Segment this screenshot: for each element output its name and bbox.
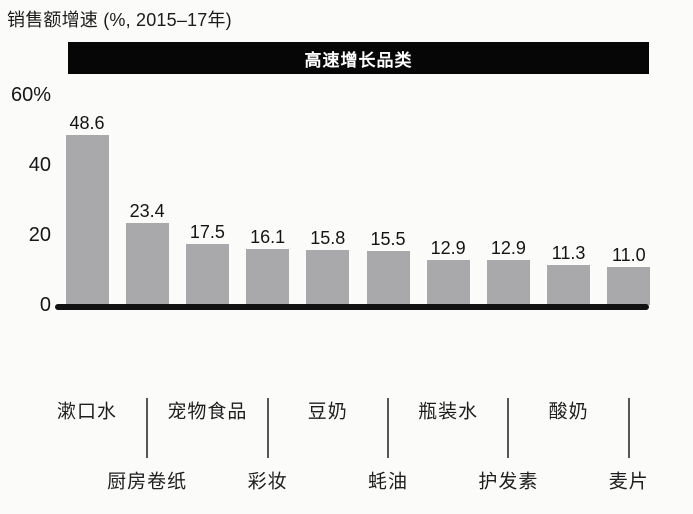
bar — [246, 248, 290, 305]
bar — [486, 259, 530, 305]
banner-label: 高速增长品类 — [304, 50, 413, 70]
category-leader-line — [507, 398, 510, 458]
category-label: 酸奶 — [548, 401, 589, 423]
bar-value-label: 48.6 — [69, 112, 105, 133]
bar-value-label: 12.9 — [430, 237, 466, 258]
bar-value-label: 23.4 — [129, 201, 165, 222]
bar — [65, 134, 109, 305]
category-leader-line — [266, 398, 269, 458]
y-axis-tick-label: 20 — [28, 224, 51, 246]
bar-value-label: 17.5 — [189, 221, 225, 242]
category-label: 麦片 — [608, 471, 649, 493]
bar-value-label: 11.0 — [611, 244, 646, 265]
bar — [185, 243, 229, 305]
chart-title: 销售额增速 (%, 2015–17年) — [7, 10, 232, 30]
bar-value-label: 12.9 — [490, 237, 526, 258]
bar-value-label: 15.5 — [370, 228, 406, 249]
bar-value-label: 15.8 — [310, 227, 346, 248]
category-label: 彩妆 — [247, 471, 288, 493]
category-label: 豆奶 — [307, 401, 348, 423]
bar-value-label: 11.3 — [551, 243, 586, 264]
category-banner: 高速增长品类 — [68, 42, 649, 74]
bar — [547, 265, 591, 305]
category-label: 宠物食品 — [167, 401, 248, 423]
y-axis-tick-label: 0 — [39, 294, 51, 316]
bar — [607, 266, 651, 305]
category-label: 厨房卷纸 — [107, 471, 188, 493]
category-leader-line — [387, 398, 389, 458]
category-label: 瓶装水 — [418, 401, 479, 423]
category-label: 蚝油 — [367, 471, 409, 493]
bar — [426, 259, 470, 305]
category-label: 护发素 — [478, 471, 539, 493]
y-axis-tick-label: 40 — [28, 154, 51, 176]
bar — [366, 250, 410, 305]
category-leader-line — [146, 398, 149, 458]
category-leader-line — [627, 398, 630, 458]
category-label: 漱口水 — [56, 401, 118, 423]
bar — [125, 223, 169, 305]
y-axis-tick-label: 60% — [10, 84, 51, 106]
x-axis-line — [55, 304, 649, 310]
bar-value-label: 16.1 — [250, 226, 286, 247]
bar — [306, 249, 350, 305]
